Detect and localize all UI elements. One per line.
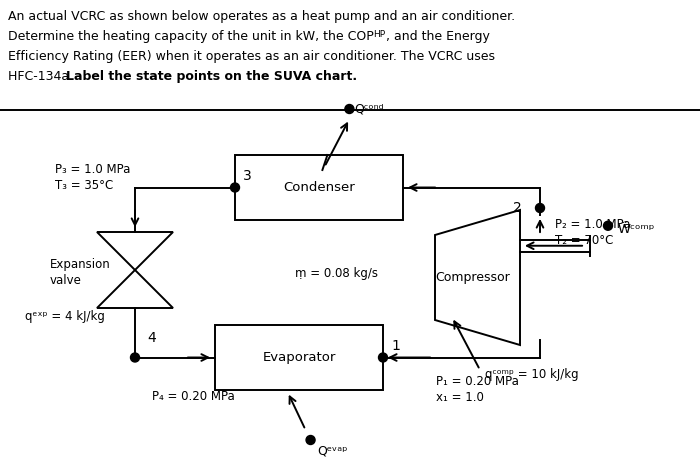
Text: 2: 2 — [513, 201, 522, 215]
Polygon shape — [97, 232, 173, 270]
Text: P₁ = 0.20 MPa: P₁ = 0.20 MPa — [436, 375, 519, 388]
Text: valve: valve — [50, 274, 82, 287]
Text: Condenser: Condenser — [283, 181, 355, 194]
Text: Evaporator: Evaporator — [262, 351, 336, 364]
Circle shape — [536, 203, 545, 212]
Text: Determine the heating capacity of the unit in kW, the COP: Determine the heating capacity of the un… — [8, 30, 374, 43]
Text: Label the state points on the SUVA chart.: Label the state points on the SUVA chart… — [66, 70, 357, 83]
Text: Ẅᶜᵒᵐᵖ: Ẅᶜᵒᵐᵖ — [618, 223, 655, 236]
Text: qᶜᵒᵐᵖ = 10 kJ/kg: qᶜᵒᵐᵖ = 10 kJ/kg — [485, 368, 579, 381]
Text: 4: 4 — [147, 330, 155, 345]
Text: HFC-134a.: HFC-134a. — [8, 70, 77, 83]
Text: x₁ = 1.0: x₁ = 1.0 — [436, 391, 484, 404]
Circle shape — [306, 436, 315, 445]
Circle shape — [230, 183, 239, 192]
Text: , and the Energy: , and the Energy — [386, 30, 490, 43]
Text: Compressor: Compressor — [435, 271, 510, 284]
Circle shape — [379, 353, 388, 362]
Text: Qᵉᵛᵃᵖ: Qᵉᵛᵃᵖ — [318, 444, 348, 457]
Text: T₂ = 70°C: T₂ = 70°C — [555, 234, 613, 247]
Text: P₃ = 1.0 MPa: P₃ = 1.0 MPa — [55, 163, 130, 176]
Circle shape — [603, 221, 612, 230]
Text: P₄ = 0.20 MPa: P₄ = 0.20 MPa — [152, 390, 234, 403]
Text: qᵉˣᵖ = 4 kJ/kg: qᵉˣᵖ = 4 kJ/kg — [25, 310, 105, 323]
Text: T₃ = 35°C: T₃ = 35°C — [55, 179, 113, 192]
Text: Qᶜᵒⁿᵈ: Qᶜᵒⁿᵈ — [354, 102, 384, 116]
Text: Expansion: Expansion — [50, 258, 111, 271]
Text: HP: HP — [373, 30, 385, 39]
Circle shape — [345, 104, 354, 113]
Bar — [215, 325, 383, 390]
Text: An actual VCRC as shown below operates as a heat pump and an air conditioner.: An actual VCRC as shown below operates a… — [8, 10, 515, 23]
Text: P₂ = 1.0 MPa: P₂ = 1.0 MPa — [555, 218, 631, 231]
Text: 1: 1 — [391, 338, 400, 353]
Text: 3: 3 — [243, 169, 252, 183]
Circle shape — [130, 353, 139, 362]
Polygon shape — [435, 210, 520, 345]
Text: ṃ = 0.08 kg/s: ṃ = 0.08 kg/s — [295, 267, 378, 280]
Polygon shape — [97, 270, 173, 308]
Text: Efficiency Rating (EER) when it operates as an air conditioner. The VCRC uses: Efficiency Rating (EER) when it operates… — [8, 50, 495, 63]
Bar — [235, 155, 403, 220]
